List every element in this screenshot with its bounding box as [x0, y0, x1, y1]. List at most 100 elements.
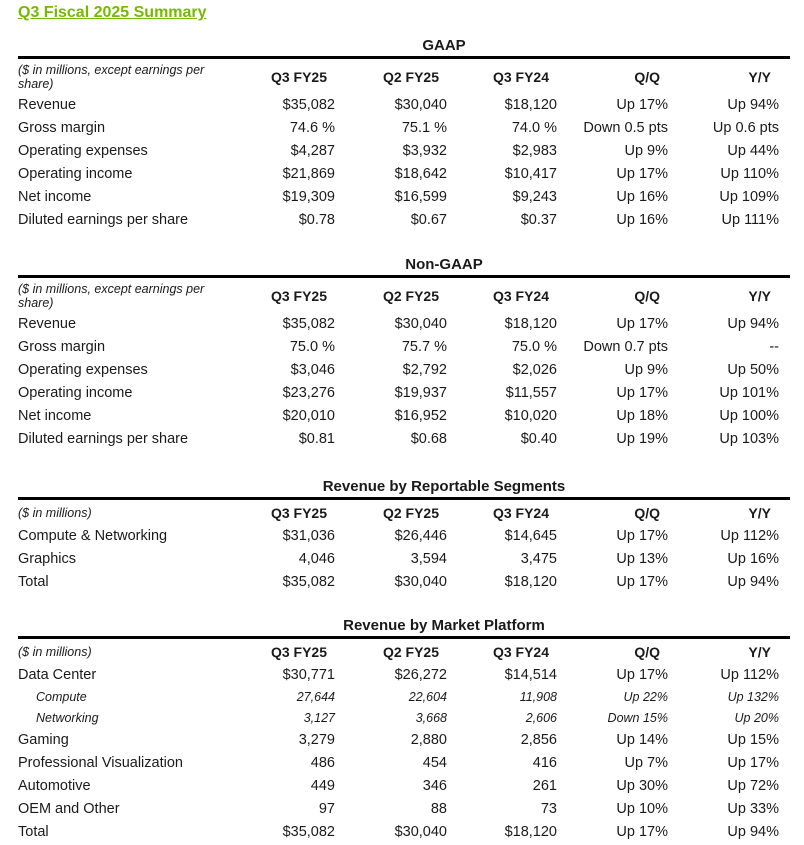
column-header: Q/Q: [634, 288, 660, 304]
cell-value: $23,276: [282, 384, 335, 401]
row-label: Graphics: [18, 550, 77, 567]
section-non-gaap: Non-GAAP ($ in millions, except earnings …: [18, 255, 790, 450]
cell-value: $30,040: [394, 96, 447, 113]
column-header: Q3 FY25: [270, 69, 327, 85]
cell-value: 486: [310, 754, 335, 771]
cell-value: Down 0.5 pts: [583, 119, 668, 136]
row-label: Professional Visualization: [18, 754, 183, 771]
section-market-platform: Revenue by Market Platform ($ in millions…: [18, 616, 790, 843]
section-rule: [18, 497, 790, 500]
column-header: Q/Q: [634, 505, 660, 521]
column-header: Y/Y: [748, 505, 771, 521]
cell-value: $30,040: [394, 823, 447, 840]
table-row: Compute 27,644 22,604 11,908 Up 22% Up 132%: [18, 686, 790, 707]
cell-value: Up 50%: [727, 361, 779, 378]
cell-value: Up 72%: [727, 777, 779, 794]
row-label: Gross margin: [18, 338, 106, 355]
unit-note: ($ in millions): [18, 645, 92, 659]
cell-value: Up 9%: [624, 142, 668, 159]
cell-value: $35,082: [282, 315, 335, 332]
cell-value: 3,279: [298, 731, 335, 748]
cell-value: Up 17%: [616, 823, 668, 840]
cell-value: $3,046: [290, 361, 335, 378]
table-row: Operating expenses $4,287 $3,932 $2,983 Up 9…: [18, 139, 790, 162]
column-header: Y/Y: [748, 69, 771, 85]
column-header: Q3 FY25: [270, 644, 327, 660]
cell-value: Up 17%: [616, 527, 668, 544]
row-label: Operating expenses: [18, 142, 148, 159]
cell-value: Up 9%: [624, 361, 668, 378]
row-label: Networking: [36, 710, 99, 725]
cell-value: $18,120: [504, 573, 557, 590]
table-row: Professional Visualization 486 454 416 Up 7%…: [18, 751, 790, 774]
cell-value: $18,642: [394, 165, 447, 182]
column-header: Q2 FY25: [382, 69, 439, 85]
cell-value: 261: [532, 777, 557, 794]
cell-value: Up 109%: [719, 188, 779, 205]
cell-value: 73: [540, 800, 557, 817]
table-row: Operating income $23,276 $19,937 $11,557 Up …: [18, 381, 790, 404]
cell-value: 3,594: [410, 550, 447, 567]
row-label: Revenue: [18, 315, 77, 332]
cell-value: $18,120: [504, 96, 557, 113]
cell-value: 3,127: [303, 710, 335, 725]
cell-value: $14,645: [504, 527, 557, 544]
column-header: Q3 FY25: [270, 288, 327, 304]
table-row: Net income $19,309 $16,599 $9,243 Up 16% Up 1…: [18, 185, 790, 208]
cell-value: $19,309: [282, 188, 335, 205]
section-title: Revenue by Market Platform: [343, 617, 545, 634]
cell-value: $10,417: [504, 165, 557, 182]
cell-value: Up 132%: [727, 689, 779, 704]
cell-value: 88: [430, 800, 447, 817]
table-row: Diluted earnings per share $0.81 $0.68 $0.4…: [18, 427, 790, 450]
row-label: Net income: [18, 407, 92, 424]
cell-value: 74.6 %: [289, 119, 335, 136]
cell-value: Up 0.6 pts: [712, 119, 779, 136]
cell-value: $0.67: [410, 211, 447, 228]
column-header: Q3 FY24: [492, 505, 549, 521]
table-row: Total $35,082 $30,040 $18,120 Up 17% Up 94%: [18, 570, 790, 593]
cell-value: $19,937: [394, 384, 447, 401]
cell-value: $35,082: [282, 573, 335, 590]
column-header-row: ($ in millions, except earnings per shar…: [18, 280, 790, 312]
cell-value: $26,446: [394, 527, 447, 544]
table-row: Networking 3,127 3,668 2,606 Down 15% Up 20%: [18, 707, 790, 728]
row-label: Operating expenses: [18, 361, 148, 378]
cell-value: $2,983: [512, 142, 557, 159]
row-label: Total: [18, 823, 49, 840]
cell-value: $18,120: [504, 823, 557, 840]
cell-value: 75.0 %: [289, 338, 335, 355]
cell-value: Up 94%: [727, 573, 779, 590]
cell-value: Up 111%: [721, 211, 780, 228]
cell-value: $26,272: [394, 666, 447, 683]
section-rule: [18, 636, 790, 639]
cell-value: 4,046: [298, 550, 335, 567]
cell-value: Up 14%: [616, 731, 668, 748]
cell-value: Up 18%: [616, 407, 668, 424]
cell-value: Up 112%: [720, 666, 779, 683]
table-row: Gaming 3,279 2,880 2,856 Up 14% Up 15%: [18, 728, 790, 751]
cell-value: $10,020: [504, 407, 557, 424]
cell-value: 27,644: [296, 689, 335, 704]
cell-value: $35,082: [282, 823, 335, 840]
cell-value: Up 112%: [720, 527, 779, 544]
cell-value: $35,082: [282, 96, 335, 113]
cell-value: 75.1 %: [401, 119, 447, 136]
cell-value: Up 94%: [727, 96, 779, 113]
unit-note: ($ in millions, except earnings per shar…: [18, 282, 205, 310]
column-header: Q2 FY25: [382, 644, 439, 660]
cell-value: $21,869: [282, 165, 335, 182]
cell-value: $0.68: [410, 430, 447, 447]
column-header: Y/Y: [748, 288, 771, 304]
cell-value: $16,952: [394, 407, 447, 424]
table-row: Revenue $35,082 $30,040 $18,120 Up 17% Up 94%: [18, 312, 790, 335]
row-label: Compute: [36, 689, 87, 704]
cell-value: 74.0 %: [511, 119, 557, 136]
cell-value: Up 17%: [616, 315, 668, 332]
cell-value: 2,606: [525, 710, 557, 725]
table-row: Revenue $35,082 $30,040 $18,120 Up 17% Up 94%: [18, 93, 790, 116]
cell-value: 22,604: [408, 689, 447, 704]
table-row: Operating income $21,869 $18,642 $10,417 Up …: [18, 162, 790, 185]
column-header: Q2 FY25: [382, 288, 439, 304]
table-row: Operating expenses $3,046 $2,792 $2,026 Up 9…: [18, 358, 790, 381]
